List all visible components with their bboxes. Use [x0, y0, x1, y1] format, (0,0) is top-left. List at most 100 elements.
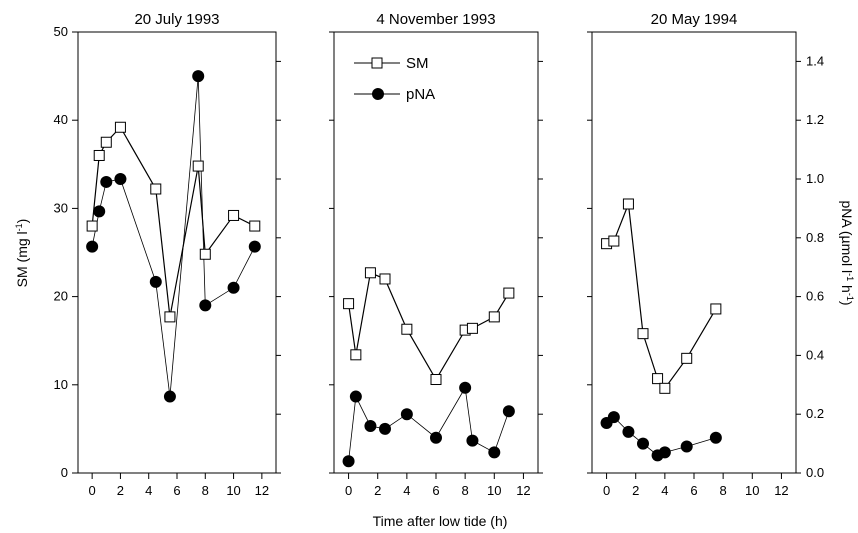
pna-point [114, 173, 127, 185]
sm-point [401, 323, 413, 335]
y-right-tick-label: 0.8 [806, 230, 824, 245]
legend-sm-marker [371, 57, 383, 69]
x-tick-label: 10 [226, 483, 240, 498]
sm-point [379, 273, 391, 285]
y-left-tick-label: 50 [54, 24, 68, 39]
sm-point [652, 373, 664, 385]
x-tick-label: 2 [632, 483, 639, 498]
x-tick-label: 6 [173, 483, 180, 498]
panel-title: 4 November 1993 [376, 11, 495, 28]
y-left-tick-label: 40 [54, 112, 68, 127]
y-axis-left-label: SM (mg l-1) [14, 219, 30, 288]
y-right-tick-label: 1.4 [806, 53, 824, 68]
y-left-tick-label: 0 [61, 465, 68, 480]
pna-point [502, 405, 515, 418]
pna-point [466, 434, 479, 447]
pna-point [658, 446, 671, 459]
pna-point [680, 440, 693, 453]
y-left-tick-label: 20 [54, 289, 68, 304]
panel-1: 20 July 1993 0 2 4 6 8 10 12 0 10 20 30 40 50 [54, 11, 281, 498]
sm-point [350, 349, 362, 361]
pna-point [93, 205, 106, 218]
sm-point [343, 298, 355, 310]
sm-point [710, 303, 722, 315]
pna-point [342, 455, 355, 468]
x-tick-label: 6 [690, 483, 697, 498]
x-tick-label: 4 [661, 483, 668, 498]
y-axis-right-label-main: pNA (µmol l [839, 200, 855, 273]
y-right-tick-label: 1.2 [806, 112, 824, 127]
sm-series-line [606, 203, 717, 390]
sm-point [488, 311, 500, 323]
pna-series-line [348, 386, 510, 462]
sm-point [199, 248, 211, 260]
panel-frame [591, 31, 797, 474]
x-tick-label: 12 [516, 483, 530, 498]
y-right-tick-label: 0.0 [806, 465, 824, 480]
x-tick-label: 8 [720, 483, 727, 498]
pna-point [349, 390, 362, 403]
x-tick-label: 10 [745, 483, 759, 498]
sm-point [164, 311, 176, 323]
sm-point [114, 121, 126, 133]
y-axis-left-label-sup: -1 [14, 223, 24, 231]
x-tick-label: 12 [255, 483, 269, 498]
x-tick-label: 12 [774, 483, 788, 498]
x-tick-label: 8 [202, 483, 209, 498]
x-tick-label: 0 [345, 483, 352, 498]
sm-point [659, 382, 671, 394]
y-axis-left-label-close: ) [14, 219, 30, 224]
x-tick-label: 0 [603, 483, 610, 498]
x-tick-label: 6 [432, 483, 439, 498]
y-axis-right-label-close: ) [839, 301, 855, 306]
y-axis-right-label-mid: h [839, 281, 855, 293]
y-right-tick-label: 0.2 [806, 406, 824, 421]
pna-point [637, 437, 649, 450]
sm-point [637, 328, 649, 340]
sm-point [622, 198, 634, 210]
legend-sm-label: SM [406, 55, 429, 72]
y-left-tick-label: 30 [54, 200, 68, 215]
y-right-tick-label: 1.0 [806, 171, 824, 186]
pna-point [379, 422, 391, 435]
y-axis-right-label-sup1: -1 [845, 273, 855, 281]
panel-2: 4 November 1993 0 2 4 6 8 10 12 [329, 11, 543, 498]
y-axis-left-label-main: SM (mg l [14, 231, 30, 287]
panel-title: 20 May 1994 [651, 11, 738, 28]
panel-frame [77, 31, 277, 474]
legend-pna-marker [372, 88, 384, 100]
sm-series-line [91, 126, 256, 317]
pna-point [400, 408, 413, 421]
sm-point [150, 183, 162, 195]
x-tick-label: 4 [145, 483, 152, 498]
panel-title: 20 July 1993 [134, 11, 219, 28]
pna-point [199, 299, 212, 312]
pna-point [86, 240, 99, 253]
y-axis-right-label: pNA (µmol l-1 h-1) [839, 200, 855, 305]
x-tick-label: 10 [487, 483, 501, 498]
pna-point [709, 431, 722, 444]
y-left-tick-label: 10 [54, 377, 68, 392]
sm-point [93, 149, 105, 161]
pna-point [227, 281, 240, 294]
pna-point [459, 381, 472, 394]
sm-point [86, 220, 98, 232]
pna-point [607, 411, 620, 424]
sm-point [364, 267, 376, 279]
sm-point [228, 209, 240, 221]
pna-series-line [91, 76, 256, 397]
sm-point [192, 160, 204, 172]
pna-point [430, 431, 442, 444]
x-tick-label: 0 [89, 483, 96, 498]
pna-point [622, 425, 635, 438]
sm-point [503, 287, 515, 299]
sm-point [430, 374, 442, 386]
sm-point [466, 322, 478, 334]
sm-point [249, 220, 261, 232]
legend-pna-label: pNA [406, 86, 435, 103]
x-tick-label: 4 [403, 483, 410, 498]
y-right-tick-label: 0.4 [806, 347, 824, 362]
x-tick-label: 2 [117, 483, 124, 498]
